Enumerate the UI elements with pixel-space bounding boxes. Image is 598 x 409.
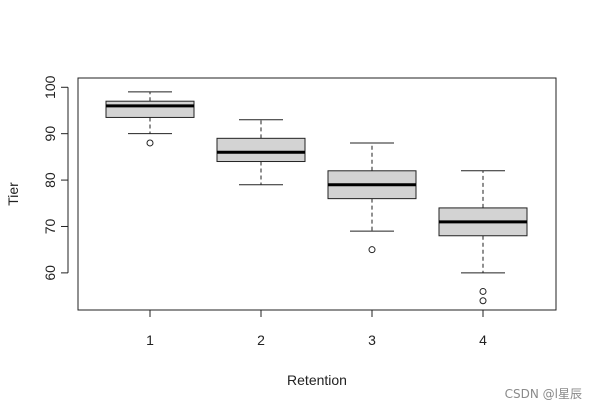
watermark-text: CSDN @l星辰	[505, 387, 582, 401]
y-axis: 60 70 80 90 100	[42, 75, 69, 281]
x-tick-label: 1	[146, 332, 154, 348]
y-axis-label: Tier	[5, 182, 21, 206]
box-group-1	[105, 91, 195, 147]
y-tick-label: 90	[42, 126, 58, 142]
x-axis: 1 2 3 4	[146, 309, 487, 348]
box-group-3	[327, 142, 417, 254]
iqr-box	[105, 100, 195, 118]
boxes-layer	[105, 91, 528, 305]
x-tick-label: 3	[368, 332, 376, 348]
y-tick-label: 80	[42, 172, 58, 188]
outlier-point	[479, 287, 487, 295]
outlier-point	[368, 246, 376, 254]
iqr-box	[216, 137, 306, 163]
box-group-4	[438, 170, 528, 305]
x-tick-label: 2	[257, 332, 265, 348]
outlier-point	[479, 297, 487, 305]
x-axis-label: Retention	[287, 372, 347, 388]
box-group-2	[216, 119, 306, 186]
y-tick-label: 100	[42, 75, 58, 99]
x-tick-label: 4	[479, 332, 487, 348]
outlier-point	[146, 139, 154, 147]
y-tick-label: 70	[42, 218, 58, 234]
y-tick-label: 60	[42, 265, 58, 281]
